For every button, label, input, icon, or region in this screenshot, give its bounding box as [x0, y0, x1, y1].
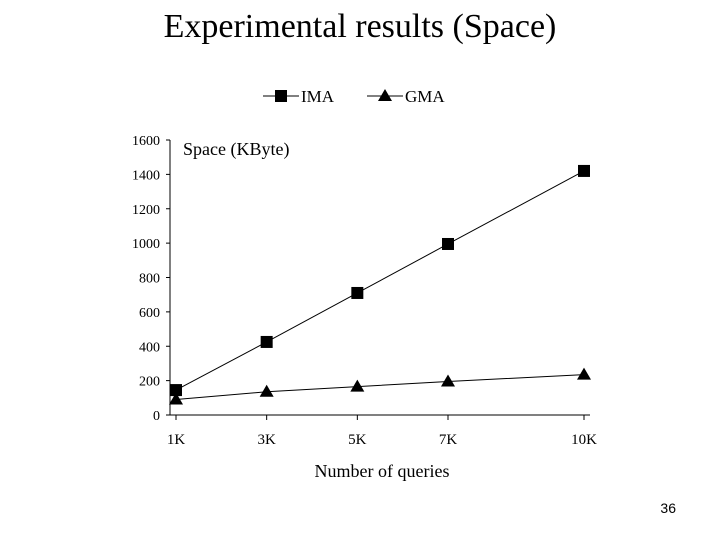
y-tick-label: 600: [139, 306, 160, 321]
chart-series: [169, 164, 591, 405]
ima-data-point: [351, 286, 364, 299]
legend: IMA GMA: [263, 87, 445, 106]
y-ticks: 0 200 400 600 800 1000 1200 1400 1600: [132, 134, 170, 424]
page-number: 36: [660, 500, 676, 516]
y-tick-label: 1000: [132, 237, 160, 252]
gma-data-point: [577, 367, 591, 380]
gma-data-point: [169, 392, 183, 405]
y-tick-label: 1600: [132, 134, 160, 149]
gma-data-point: [441, 374, 455, 387]
y-tick-label: 200: [139, 375, 160, 390]
gma-data-point: [259, 384, 274, 397]
y-tick-label: 1400: [132, 168, 160, 183]
x-tick-label: 1K: [167, 432, 186, 448]
ima-data-point: [260, 335, 273, 348]
y-tick-label: 1200: [132, 203, 160, 218]
y-tick-label: 400: [139, 340, 160, 355]
y-axis-label: Space (KByte): [183, 139, 289, 160]
x-tick-label: 7K: [439, 432, 458, 448]
x-axis-label: Number of queries: [315, 461, 450, 481]
ima-legend-label: IMA: [301, 87, 335, 106]
gma-data-point: [350, 379, 365, 392]
ima-data-point: [578, 164, 590, 177]
gma-legend-marker: [378, 89, 392, 101]
gma-series-line: [175, 374, 585, 401]
x-ticks: 1K 3K 5K 7K 10K: [167, 415, 597, 448]
y-tick-label: 0: [153, 409, 160, 424]
x-tick-label: 5K: [348, 432, 367, 448]
ima-data-point: [442, 237, 454, 250]
x-tick-label: 10K: [571, 432, 597, 448]
slide-title: Experimental results (Space): [163, 8, 557, 45]
gma-legend-label: GMA: [405, 87, 445, 106]
x-tick-label: 3K: [257, 432, 276, 448]
ima-data-point: [170, 384, 182, 397]
ima-series-line: [175, 170, 585, 391]
y-tick-label: 800: [139, 272, 160, 287]
chart-axes: [169, 140, 590, 416]
ima-legend-marker: [275, 90, 287, 102]
